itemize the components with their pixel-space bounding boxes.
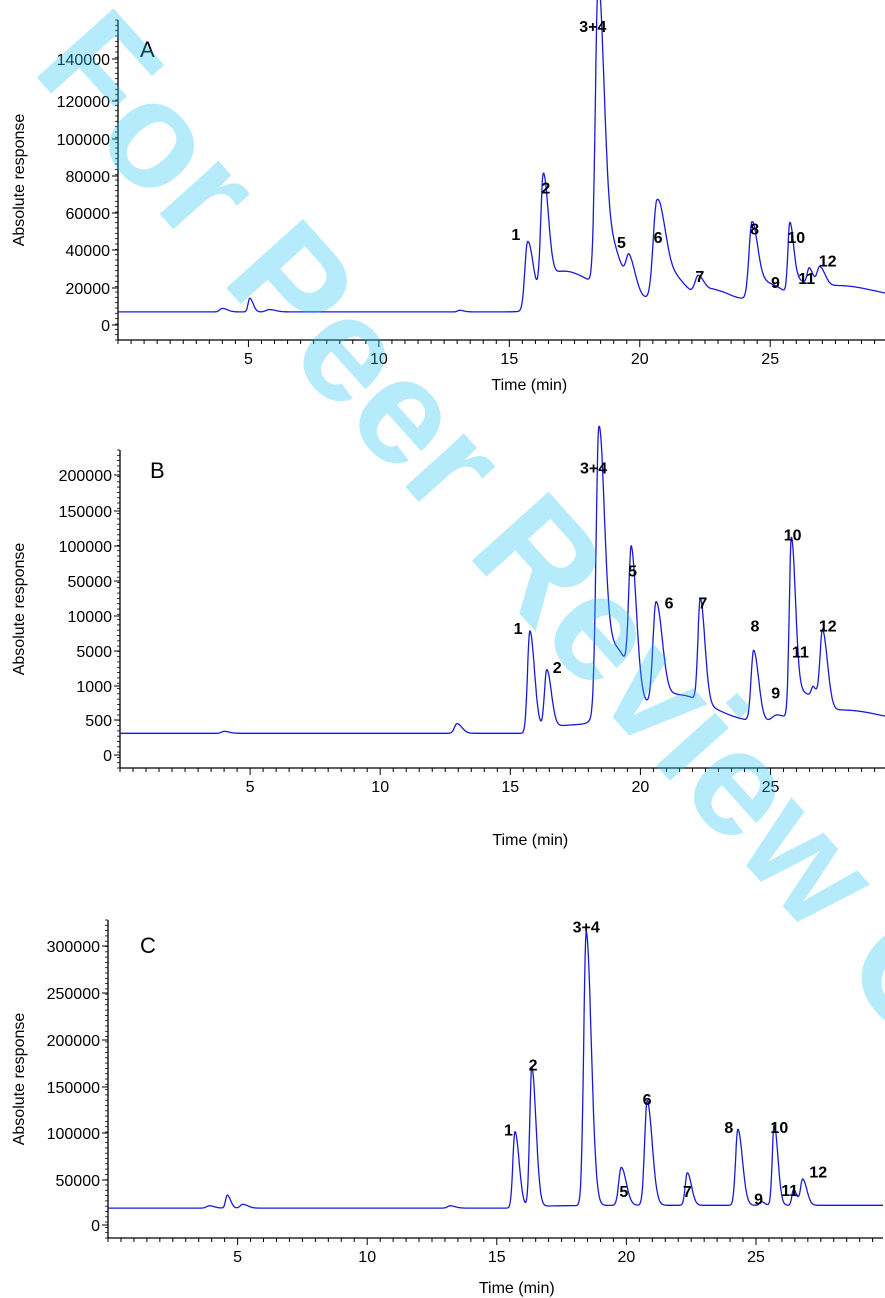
y-axis-label: Absolute response	[11, 1013, 28, 1146]
peak-label: 3+4	[579, 19, 606, 36]
peak-label: 11	[781, 1183, 798, 1200]
x-axis-label: Time (min)	[491, 377, 567, 394]
peak-label: 3+4	[573, 919, 600, 936]
peak-label: 6	[643, 1092, 652, 1109]
chart-panel-B: 5 10 15 20 250500100050001000050000100000150…	[11, 425, 885, 849]
peak-label: 7	[683, 1184, 692, 1201]
y-tick-label: 140000	[57, 52, 110, 69]
peak-label: 6	[665, 596, 674, 613]
chart-panel-C: 5 10 15 20 250500001000001500002000002500003…	[11, 919, 884, 1297]
y-tick-label: 60000	[66, 206, 111, 223]
peak-label: 9	[771, 686, 780, 703]
peak-label: 12	[819, 254, 837, 271]
x-tick-label: 25	[747, 1249, 765, 1266]
x-tick-label: 10	[371, 779, 389, 796]
y-tick-label: 500	[85, 713, 112, 730]
chart-panel-A: 5 10 15 20 250200004000060000800001000001200…	[11, 0, 885, 394]
peak-label: 5	[619, 1184, 628, 1201]
x-axis-label: Time (min)	[492, 832, 568, 849]
peak-label: 8	[724, 1120, 733, 1137]
y-tick-label: 10000	[68, 609, 113, 626]
x-tick-label: 5	[233, 1249, 242, 1266]
y-tick-label: 200000	[59, 468, 112, 485]
peak-label: 9	[754, 1191, 763, 1208]
x-tick-label: 5	[244, 351, 253, 368]
x-tick-label: 10	[358, 1249, 376, 1266]
y-tick-label: 0	[91, 1218, 100, 1235]
y-tick-label: 5000	[76, 644, 112, 661]
panel-letter: B	[150, 458, 165, 483]
x-tick-label: 20	[631, 351, 649, 368]
y-tick-label: 150000	[47, 1080, 100, 1097]
peak-label: 5	[617, 235, 626, 252]
peak-label: 10	[787, 230, 805, 247]
chromatogram-trace	[117, 0, 885, 313]
y-tick-label: 50000	[68, 574, 113, 591]
y-tick-label: 100000	[59, 539, 112, 556]
x-tick-label: 20	[632, 779, 650, 796]
panel-letter: A	[140, 37, 155, 62]
peak-label: 1	[504, 1123, 513, 1140]
peak-label: 1	[511, 227, 520, 244]
y-axis-label: Absolute response	[11, 543, 28, 676]
peak-label: 2	[553, 660, 562, 677]
peak-label: 11	[792, 644, 809, 661]
peak-label: 3+4	[580, 460, 607, 477]
y-tick-label: 50000	[56, 1173, 101, 1190]
y-tick-label: 1000	[76, 679, 112, 696]
y-tick-label: 150000	[59, 504, 112, 521]
x-axis-label: Time (min)	[479, 1280, 555, 1297]
peak-label: 10	[770, 1120, 788, 1137]
peak-label: 12	[819, 619, 837, 636]
peak-label: 12	[809, 1164, 827, 1181]
peak-label: 2	[529, 1058, 538, 1075]
y-tick-label: 200000	[47, 1033, 100, 1050]
y-tick-label: 20000	[66, 281, 111, 298]
y-tick-label: 0	[103, 748, 112, 765]
panel-letter: C	[140, 933, 156, 958]
x-tick-label: 15	[488, 1249, 506, 1266]
peak-label: 10	[784, 527, 802, 544]
x-tick-label: 15	[500, 351, 518, 368]
peak-label: 5	[628, 563, 637, 580]
peak-label: 8	[750, 221, 759, 238]
peak-label: 1	[514, 621, 523, 638]
y-axis-label: Absolute response	[11, 114, 28, 247]
x-tick-label: 25	[762, 779, 780, 796]
peak-label: 2	[541, 181, 550, 198]
y-tick-label: 40000	[66, 243, 111, 260]
x-tick-label: 15	[501, 779, 519, 796]
chromatogram-trace	[107, 931, 884, 1209]
x-tick-label: 25	[761, 351, 779, 368]
x-tick-label: 5	[246, 779, 255, 796]
chromatogram-trace	[119, 425, 885, 734]
peak-label: 11	[798, 271, 815, 288]
y-tick-label: 300000	[47, 939, 100, 956]
y-tick-label: 0	[101, 318, 110, 335]
peak-label: 8	[750, 619, 759, 636]
y-tick-label: 80000	[66, 169, 111, 186]
peak-label: 6	[654, 230, 663, 247]
peak-label: 7	[698, 596, 707, 613]
y-tick-label: 100000	[47, 1126, 100, 1143]
peak-label: 7	[695, 269, 704, 286]
y-tick-label: 120000	[57, 94, 110, 111]
peak-label: 9	[771, 275, 780, 292]
y-tick-label: 100000	[57, 132, 110, 149]
x-tick-label: 10	[370, 351, 388, 368]
x-tick-label: 20	[617, 1249, 635, 1266]
y-tick-label: 250000	[47, 986, 100, 1003]
